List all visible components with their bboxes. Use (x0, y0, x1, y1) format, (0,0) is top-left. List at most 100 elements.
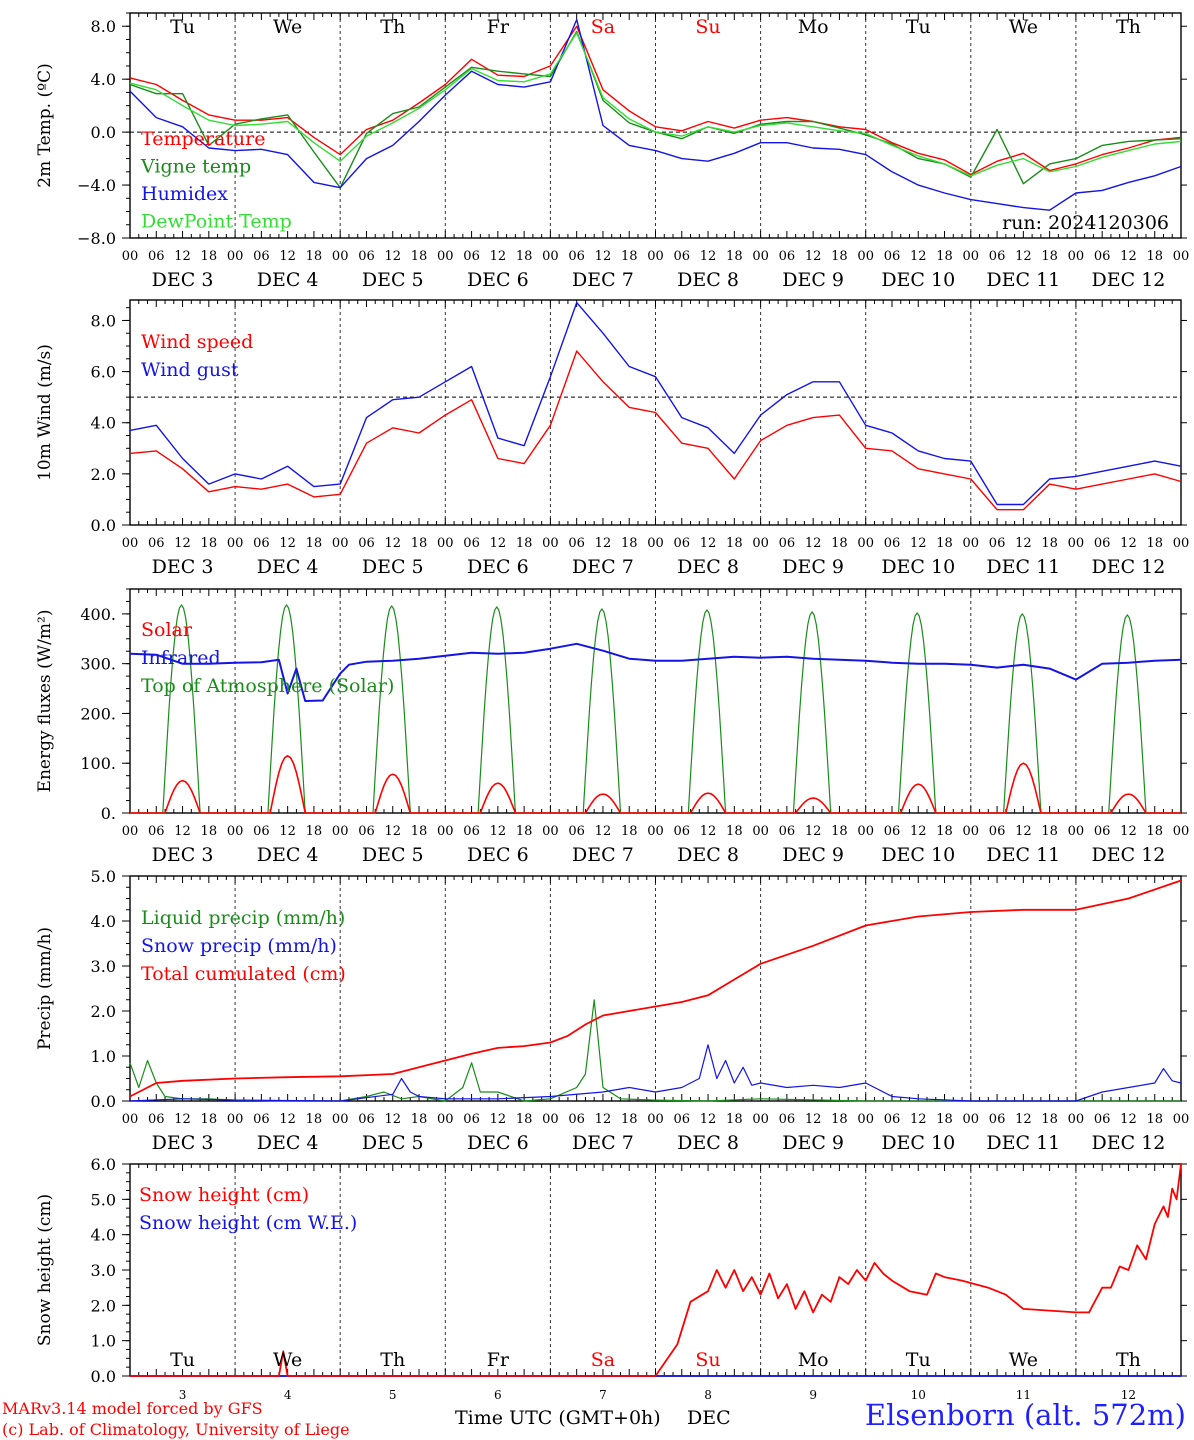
hour-label: 06 (884, 824, 901, 839)
hour-label: 00 (122, 1112, 139, 1127)
y-tick-label: −4.0 (77, 176, 116, 195)
hour-label: 12 (490, 1112, 507, 1127)
date-label: DEC 10 (881, 844, 955, 866)
toa-solar-curve (760, 611, 866, 814)
hour-label: 12 (700, 824, 717, 839)
hour-label: 18 (726, 1112, 743, 1127)
weekday-label: Mo (798, 1349, 829, 1371)
date-label: DEC 4 (257, 269, 319, 291)
hour-label: 06 (463, 536, 480, 551)
y-tick-label: 5.0 (91, 867, 116, 886)
legend-entry: Humidex (141, 183, 228, 205)
y-axis-label: Snow height (cm) (35, 1194, 55, 1346)
hour-label: 06 (989, 249, 1006, 264)
y-tick-label: 0.0 (91, 1092, 116, 1111)
hour-label: 18 (726, 536, 743, 551)
weekday-label: Fr (487, 16, 510, 38)
solar-curve (655, 792, 761, 814)
hour-label: 12 (384, 536, 401, 551)
y-tick-label: 0. (101, 804, 116, 823)
hour-label: 00 (542, 824, 559, 839)
weekday-label: Sa (591, 16, 615, 38)
hour-label: 12 (700, 1112, 717, 1127)
date-label: DEC 7 (572, 844, 634, 866)
weekday-label: We (1009, 16, 1038, 38)
date-label: DEC 6 (467, 844, 529, 866)
hour-label: 18 (831, 249, 848, 264)
hour-label: 12 (595, 536, 612, 551)
hour-label: 06 (568, 824, 585, 839)
hour-label: 06 (568, 1112, 585, 1127)
weekday-label: Sa (591, 1349, 615, 1371)
y-tick-label: 3.0 (91, 1261, 116, 1280)
date-label: DEC 11 (986, 269, 1060, 291)
hour-label: 06 (253, 824, 270, 839)
y-tick-label: 6.0 (91, 1155, 116, 1174)
hour-label: 00 (437, 536, 454, 551)
hour-label: 00 (332, 249, 349, 264)
date-label: DEC 6 (467, 1132, 529, 1154)
hour-label: 00 (963, 249, 980, 264)
series-line-temperature (129, 25, 1182, 176)
hour-label: 06 (674, 1112, 691, 1127)
y-tick-label: 0.0 (91, 516, 116, 535)
day-number: 12 (1121, 1388, 1136, 1402)
hour-label: 12 (805, 536, 822, 551)
hour-label: 06 (884, 249, 901, 264)
y-tick-label: 3.0 (91, 957, 116, 976)
hour-label: 12 (805, 249, 822, 264)
hour-label: 18 (411, 249, 428, 264)
hour-label: 12 (910, 536, 927, 551)
series-line-snow-height-cm- (130, 1163, 1182, 1377)
hour-label: 12 (384, 824, 401, 839)
hour-label: 06 (674, 249, 691, 264)
y-tick-label: −8.0 (77, 229, 116, 248)
weekday-label: Th (1116, 16, 1141, 38)
series-line-wind-gust (129, 301, 1182, 506)
date-label: DEC 12 (1092, 1132, 1166, 1154)
y-tick-label: 5.0 (91, 1190, 116, 1209)
hour-label: 00 (647, 824, 664, 839)
hour-label: 06 (253, 249, 270, 264)
hour-label: 00 (857, 1112, 874, 1127)
hour-label: 06 (884, 1112, 901, 1127)
date-label: DEC 10 (881, 1132, 955, 1154)
hour-label: 12 (1015, 536, 1032, 551)
date-label: DEC 12 (1092, 844, 1166, 866)
series-line-wind-speed (129, 350, 1182, 511)
date-label: DEC 9 (782, 844, 844, 866)
hour-label: 06 (148, 536, 165, 551)
hour-label: 18 (1041, 536, 1058, 551)
toa-solar-curve (445, 606, 551, 814)
hour-label: 06 (674, 536, 691, 551)
lab-credit: (c) Lab. of Climatology, University of L… (2, 1420, 350, 1439)
panel-precip: 0.0 1.0 2.0 3.0 4.0 5.0 Precip (mm/h) 00 06 12 18 0… (35, 867, 1189, 1154)
y-tick-label: 4.0 (91, 70, 116, 89)
date-label: DEC 4 (257, 844, 319, 866)
hour-label: 18 (621, 536, 638, 551)
hour-label: 06 (674, 824, 691, 839)
day-number: 4 (284, 1388, 292, 1402)
hour-label: 18 (831, 824, 848, 839)
solar-curve (235, 754, 341, 814)
hour-label: 00 (542, 1112, 559, 1127)
hour-label: 18 (726, 824, 743, 839)
hour-label: 18 (306, 536, 323, 551)
hour-label: 18 (621, 249, 638, 264)
toa-solar-curve (235, 604, 341, 814)
hour-label: 12 (490, 824, 507, 839)
hour-label: 18 (1146, 536, 1163, 551)
hour-label: 12 (279, 1112, 296, 1127)
legend-entry: Liquid precip (mm/h) (141, 907, 345, 929)
hour-label: 06 (989, 536, 1006, 551)
hour-label: 18 (411, 1112, 428, 1127)
hour-label: 18 (1146, 824, 1163, 839)
hour-label: 06 (779, 824, 796, 839)
weekday-label: Th (1116, 1349, 1141, 1371)
solar-curve (865, 783, 971, 814)
hour-label: 06 (989, 1112, 1006, 1127)
toa-solar-curve (1075, 614, 1181, 814)
hour-label: 00 (963, 1112, 980, 1127)
y-tick-label: 1.0 (91, 1332, 116, 1351)
weekday-label: Su (695, 16, 720, 38)
